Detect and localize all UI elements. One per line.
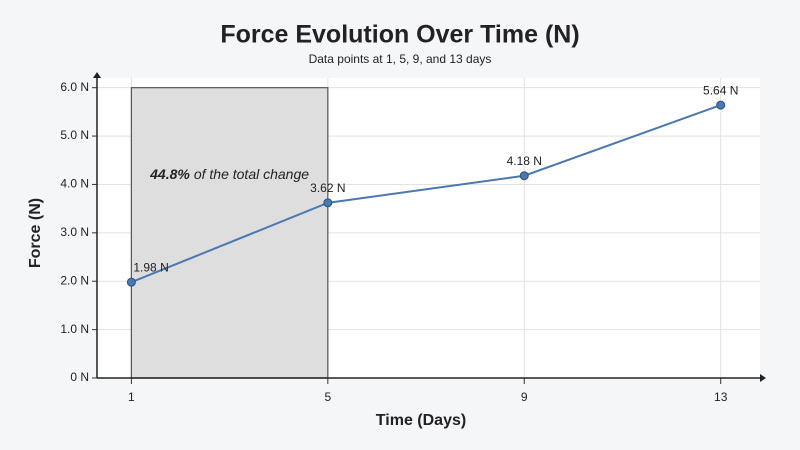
data-line [131, 104, 722, 284]
data-label: 3.62 N [310, 181, 345, 195]
y-tick-label: 0 N [70, 370, 89, 384]
annotation-value: 44.8% [149, 165, 190, 181]
chart-subtitle: Data points at 1, 5, 9, and 13 days [309, 52, 492, 66]
y-tick-label: 5.0 N [60, 128, 89, 142]
y-tick-label: 3.0 N [60, 225, 89, 239]
chart-title: Force Evolution Over Time (N) [220, 21, 579, 49]
y-tick-label: 2.0 N [60, 273, 89, 287]
y-tick-label: 4.0 N [60, 177, 89, 191]
data-label: 4.18 N [507, 154, 542, 168]
x-axis-title: Time (Days) [376, 412, 466, 429]
x-tick-label: 9 [521, 390, 528, 404]
highlight-band [130, 87, 329, 379]
data-point [519, 171, 529, 181]
y-axis-arrow [93, 72, 101, 78]
y-tick-label: 1.0 N [60, 322, 89, 336]
x-tick-label: 13 [714, 390, 728, 404]
data-point [323, 198, 333, 208]
annotation-text: of the total change [194, 165, 309, 181]
data-label: 5.64 N [703, 83, 738, 97]
x-tick-label: 5 [324, 390, 331, 404]
x-axis-arrow [760, 374, 766, 382]
data-label: 1.98 N [133, 260, 168, 274]
y-tick-label: 6.0 N [60, 80, 89, 94]
y-axis-title: Force (N) [27, 198, 44, 268]
x-tick-label: 1 [128, 390, 135, 404]
highlight-annotation: 44.8% of the total change [149, 165, 309, 181]
data-point [716, 100, 726, 110]
data-point [126, 277, 136, 287]
